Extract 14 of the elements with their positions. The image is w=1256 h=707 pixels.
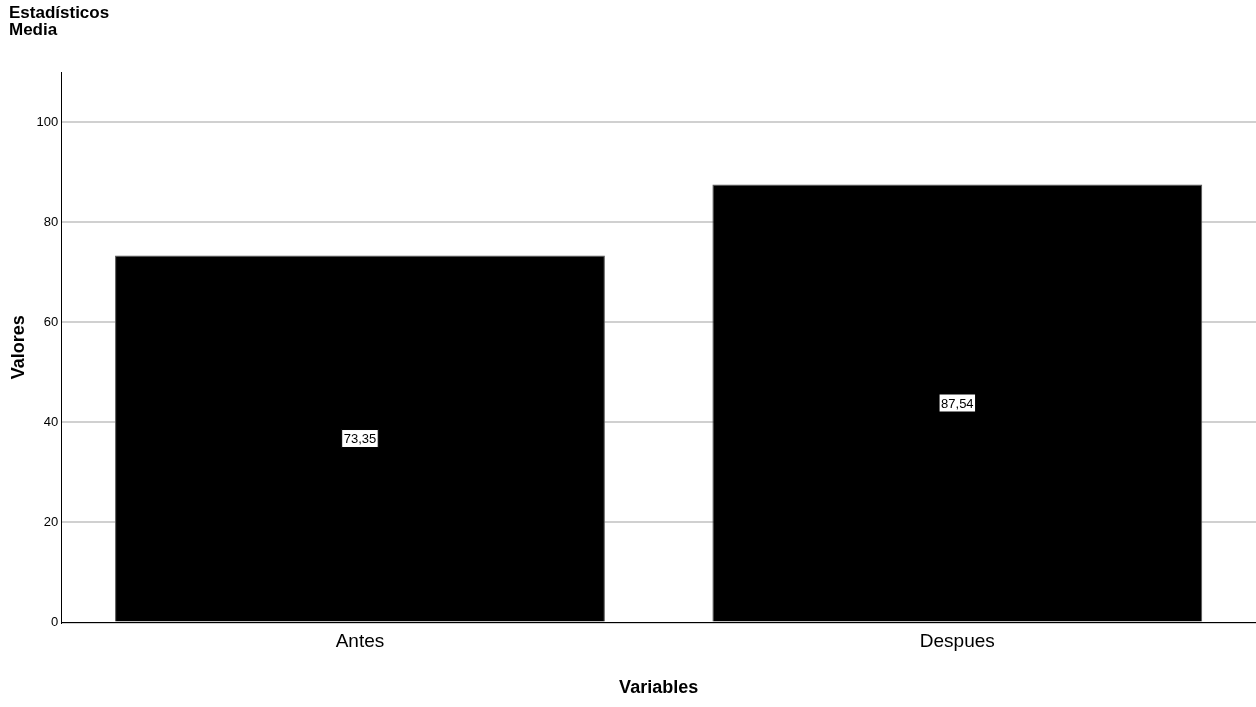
y-tick-label: 40 [43,413,59,429]
y-tick-label: 80 [43,213,59,229]
y-tick-label: 20 [43,514,59,530]
y-axis-title: Valores [7,315,28,380]
data-label: 73,35 [343,431,377,447]
chart-subtitle: Media [9,20,59,39]
y-tick-label: 0 [51,614,59,630]
chart-title: Estadísticos [9,3,110,22]
y-tick-label: 60 [43,313,59,329]
x-tick-label: Antes [335,630,385,652]
x-axis-title: Variables [619,677,699,698]
data-label: 87,54 [941,395,974,411]
x-tick-label: Despues [919,630,995,652]
y-tick-label: 100 [36,113,59,129]
